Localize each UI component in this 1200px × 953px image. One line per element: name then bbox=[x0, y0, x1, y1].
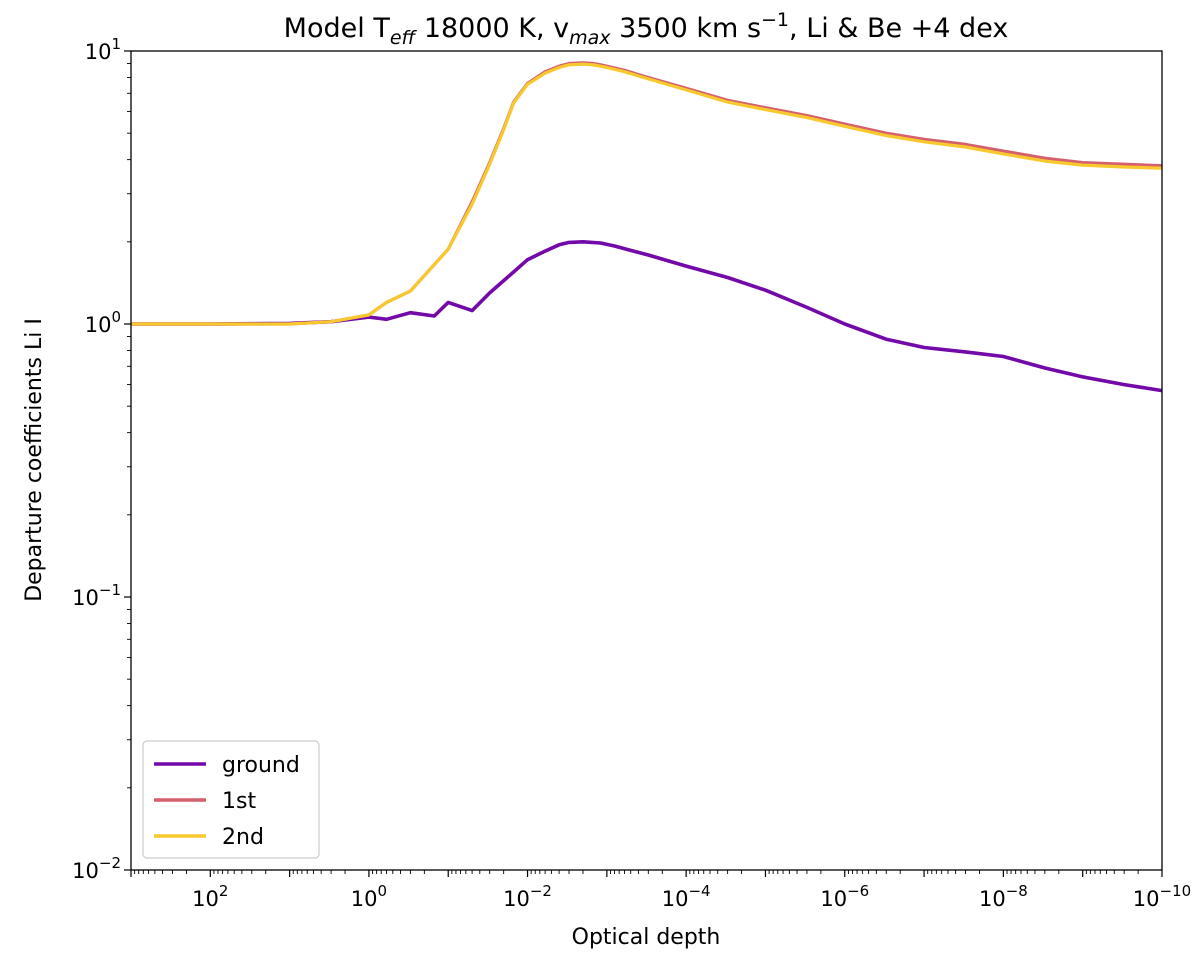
y-tick-label: 101 bbox=[85, 35, 121, 64]
x-tick-label: 10−4 bbox=[662, 882, 711, 911]
y-axis-label: Departure coefficients Li I bbox=[22, 318, 47, 602]
x-tick-label: 10−6 bbox=[820, 882, 869, 911]
title-vmax-subscript: max bbox=[569, 27, 611, 49]
y-tick-label: 10−1 bbox=[72, 581, 121, 610]
x-tick-label: 10−2 bbox=[503, 882, 552, 911]
x-tick-label: 10−10 bbox=[1133, 882, 1191, 911]
title-suffix: , Li & Be +4 dex bbox=[789, 13, 1008, 44]
y-tick-label: 10−2 bbox=[72, 854, 121, 883]
x-tick-label: 102 bbox=[192, 882, 228, 911]
chart-title: Model Teff 18000 K, vmax 3500 km s−1, Li… bbox=[284, 9, 1009, 49]
legend-label-1st: 1st bbox=[222, 789, 256, 814]
legend: ground 1st 2nd bbox=[142, 740, 320, 859]
x-axis-label: Optical depth bbox=[572, 925, 721, 950]
title-teff-subscript: eff bbox=[390, 27, 418, 49]
x-tick-label: 10−8 bbox=[979, 882, 1028, 911]
title-mid2: 3500 km s bbox=[611, 13, 761, 44]
title-exponent: −1 bbox=[761, 9, 789, 31]
legend-label-ground: ground bbox=[222, 753, 300, 778]
y-axis-ticks: 101 100 10−1 10−2 bbox=[72, 35, 131, 883]
y-tick-label: 100 bbox=[85, 308, 121, 337]
plot-frame bbox=[130, 50, 1163, 871]
legend-label-2nd: 2nd bbox=[222, 825, 264, 850]
plot-lines bbox=[131, 61, 1163, 393]
x-tick-label: 100 bbox=[351, 882, 387, 911]
series-line-1st bbox=[131, 61, 1163, 326]
title-prefix: Model T bbox=[284, 13, 391, 44]
x-axis-ticks: 102 100 10−2 10−4 10−6 10−8 10−10 bbox=[130, 870, 1191, 911]
series-line-2nd bbox=[131, 62, 1163, 326]
title-mid1: 18000 K, v bbox=[415, 13, 569, 44]
series-line-ground bbox=[131, 240, 1163, 393]
legend-box bbox=[142, 740, 320, 859]
